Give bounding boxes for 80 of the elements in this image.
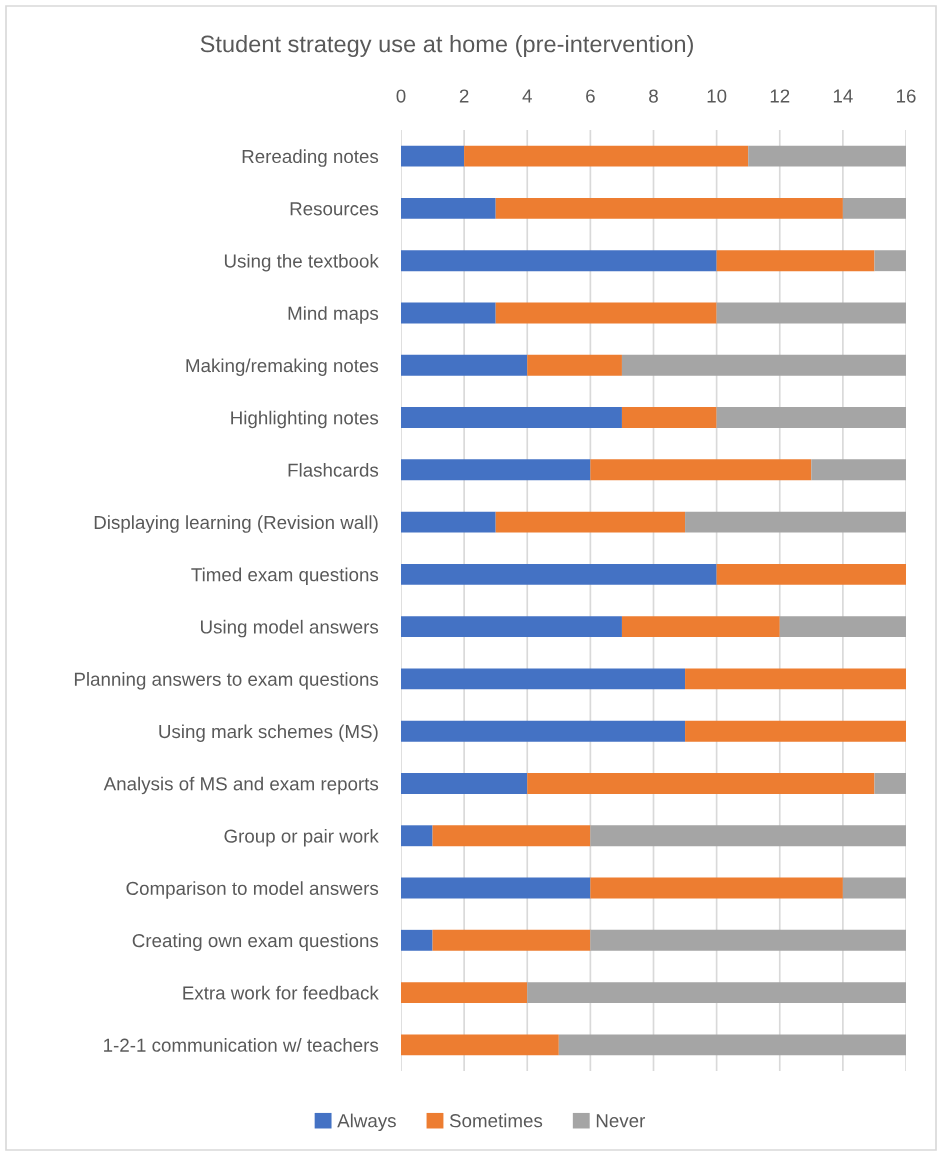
x-tick-label: 6 — [586, 89, 595, 103]
bar — [401, 720, 686, 742]
y-tick-label: Resources — [290, 202, 379, 216]
bar — [401, 459, 591, 481]
bar — [495, 197, 843, 219]
x-tick-label: 12 — [770, 89, 790, 103]
bar — [874, 250, 906, 272]
y-tick-label: Creating own exam questions — [132, 933, 379, 951]
bar — [716, 407, 906, 428]
y-tick-label: Highlighting notes — [231, 410, 379, 429]
bar — [464, 145, 749, 167]
y-tick-label: Comparison to model answers — [126, 881, 379, 899]
bar — [401, 825, 433, 847]
chart-title: Student strategy use at home (pre-intervention) — [200, 35, 693, 57]
bar — [401, 563, 717, 585]
bar — [621, 616, 780, 638]
bar — [401, 929, 433, 951]
bar — [748, 145, 906, 167]
y-tick-label: Extra work for feedback — [183, 985, 379, 1000]
bar — [590, 929, 906, 951]
x-tick-label: 4 — [522, 89, 532, 103]
bar — [527, 354, 622, 376]
bar — [401, 668, 686, 690]
bar — [842, 197, 906, 219]
bar — [685, 720, 906, 742]
bar — [811, 459, 906, 481]
bar — [401, 354, 528, 376]
bar — [432, 929, 591, 951]
bar — [401, 982, 528, 1004]
bar — [558, 1034, 906, 1056]
bar — [401, 407, 622, 428]
y-tick-label: Group or pair work — [224, 828, 379, 847]
bar — [495, 511, 686, 533]
x-tick-label: 16 — [897, 89, 916, 103]
bar — [401, 250, 717, 272]
bar — [401, 1034, 559, 1056]
y-tick-label: Using model answers — [200, 619, 379, 638]
y-tick-label: Timed exam questions — [191, 567, 379, 586]
bar — [842, 877, 906, 899]
bar — [401, 145, 465, 167]
bar — [401, 773, 528, 794]
bar — [527, 982, 906, 1004]
y-tick-label: Making/remaking notes — [186, 358, 379, 376]
bar — [716, 250, 875, 272]
legend-label: Always — [337, 1113, 396, 1132]
bar — [495, 302, 717, 324]
bar — [621, 407, 717, 428]
bar — [590, 877, 843, 899]
legend-label: Sometimes — [449, 1113, 543, 1128]
x-tick-label: 14 — [833, 89, 853, 103]
bar — [779, 616, 906, 638]
bar — [590, 459, 812, 481]
bar — [621, 354, 906, 376]
y-tick-label: Mind maps — [288, 306, 379, 324]
x-tick-label: 0 — [396, 89, 406, 103]
bar — [685, 511, 906, 533]
x-tick-label: 8 — [649, 89, 658, 103]
bar — [716, 563, 906, 585]
y-tick-label: Flashcards — [288, 463, 379, 477]
bar — [401, 877, 591, 899]
bar — [716, 302, 906, 324]
y-tick-label: Using the textbook — [224, 253, 379, 272]
x-tick-label: 2 — [459, 89, 469, 103]
y-tick-label: Planning answers to exam questions — [74, 672, 379, 690]
y-tick-label: Rereading notes — [242, 149, 379, 167]
y-tick-label: Using mark schemes (MS) — [159, 724, 378, 742]
y-tick-label: Analysis of MS and exam reports — [103, 776, 379, 795]
bar — [685, 668, 906, 690]
bar — [401, 511, 496, 533]
bar — [874, 773, 906, 794]
bar — [590, 825, 906, 847]
bar — [432, 825, 591, 847]
bar — [401, 302, 496, 324]
bar — [527, 773, 875, 794]
y-tick-label: Displaying learning (Revision wall) — [94, 515, 378, 533]
legend-label: Never — [596, 1114, 646, 1128]
y-tick-label: 1-2-1 communication w/ teachers — [104, 1038, 379, 1052]
x-tick-label: 10 — [707, 89, 727, 103]
bar — [401, 197, 496, 219]
bar — [401, 616, 622, 638]
